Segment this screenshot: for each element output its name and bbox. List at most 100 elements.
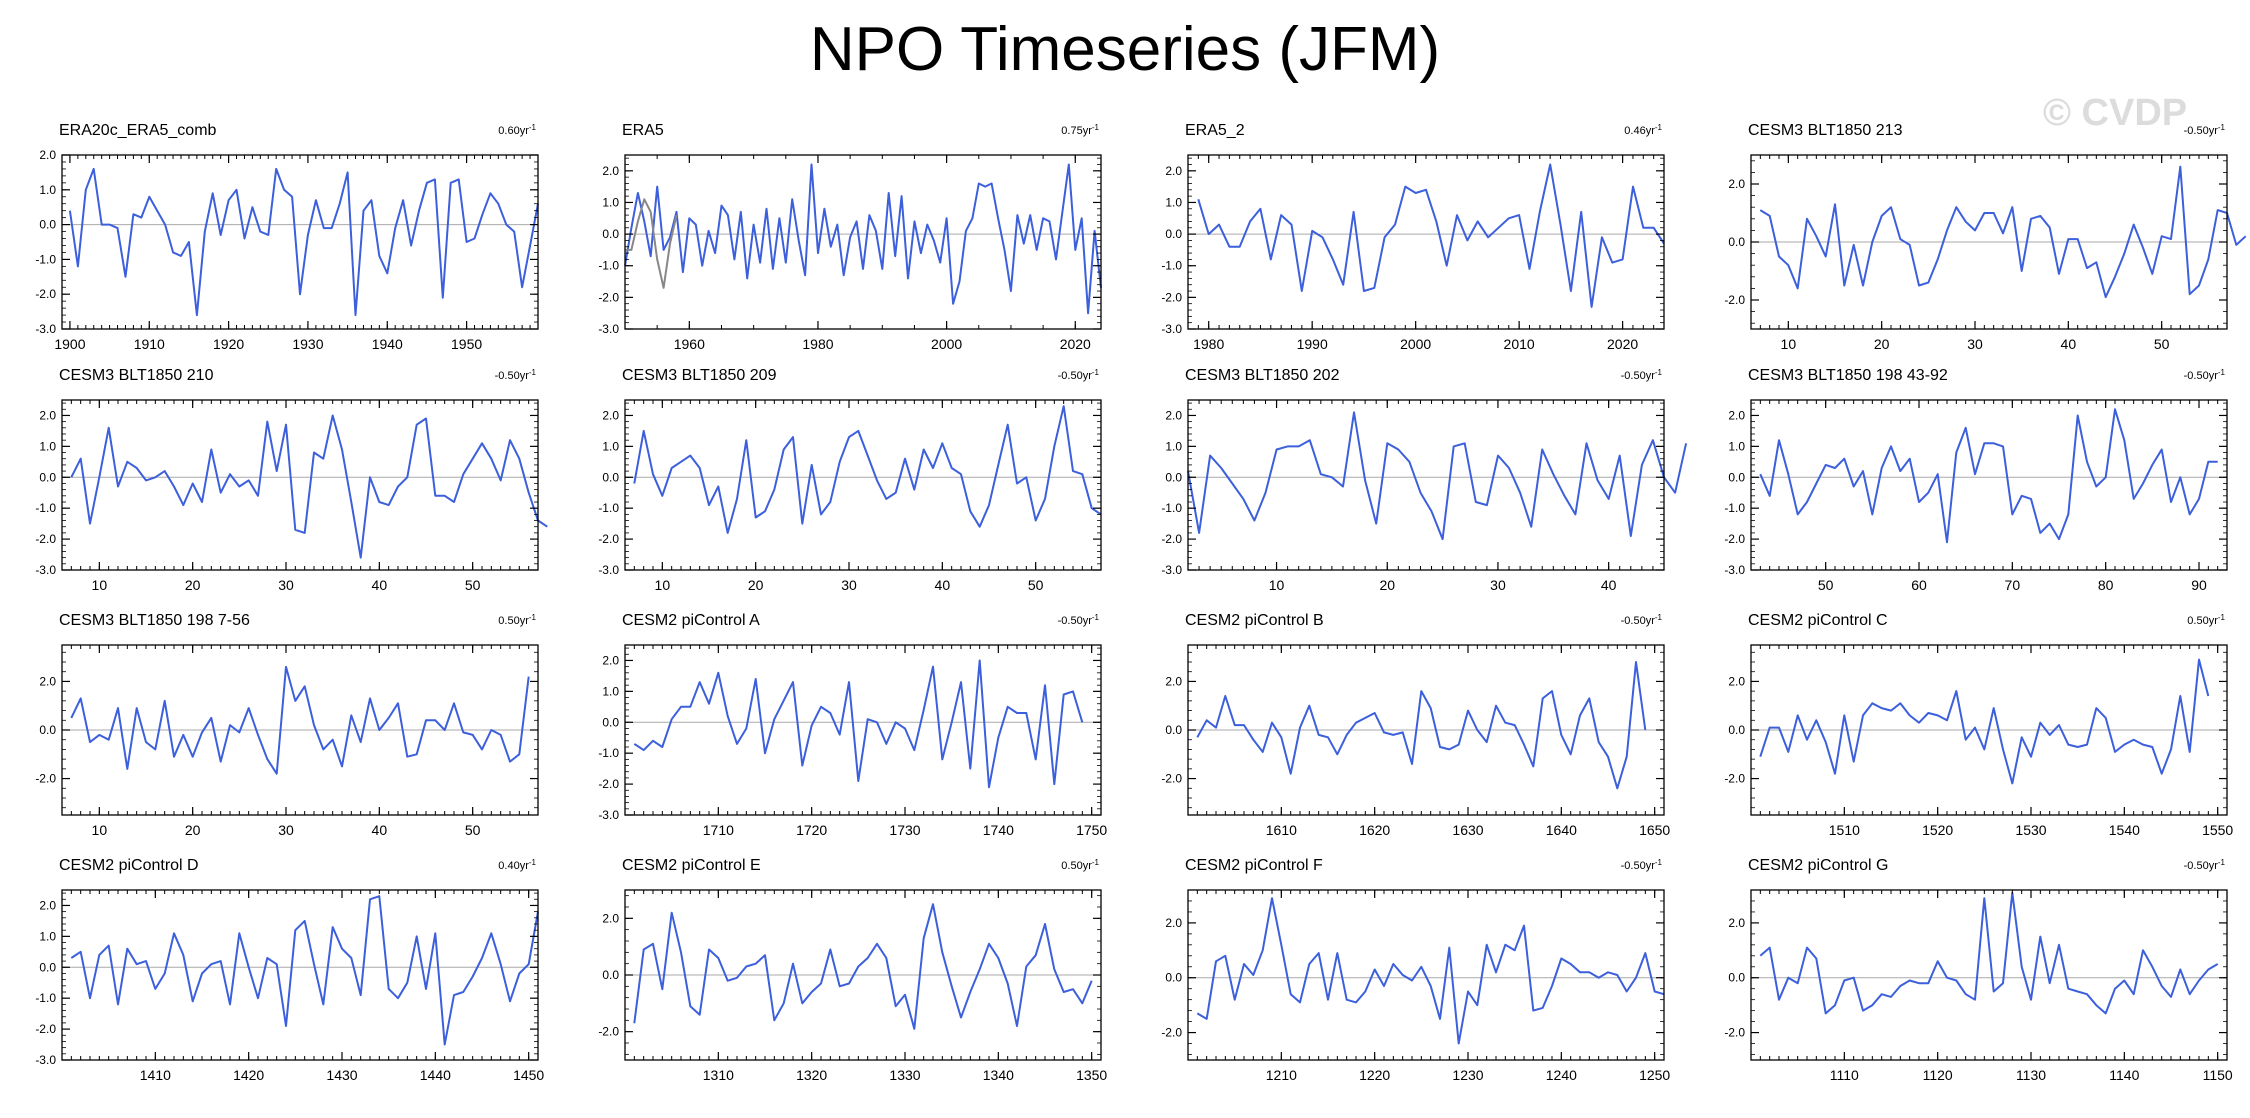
series-line bbox=[1196, 661, 1647, 790]
plot-frame bbox=[61, 399, 539, 571]
y-tick-label: 1.0 bbox=[602, 439, 619, 453]
panel-trend-label: 0.46yr-1 bbox=[1624, 123, 1662, 138]
series-line bbox=[624, 163, 1102, 315]
x-tick-label: 1940 bbox=[372, 336, 403, 352]
x-tick-label: 2020 bbox=[1060, 336, 1091, 352]
y-tick-label: 1.0 bbox=[1728, 439, 1745, 453]
x-tick-label: 2000 bbox=[931, 336, 962, 352]
x-tick-label: 1440 bbox=[420, 1067, 451, 1083]
x-tick-label: 50 bbox=[465, 577, 481, 593]
plot-frame bbox=[624, 154, 1102, 330]
panel-title: CESM2 piControl G bbox=[1748, 857, 1889, 874]
series-line bbox=[633, 405, 1102, 534]
x-tick-label: 1730 bbox=[889, 822, 920, 838]
x-tick-label: 10 bbox=[1781, 336, 1797, 352]
chart-panel-12: CESM2 piControl C 0.50yr-1 1510 1520 1530 154… bbox=[1724, 612, 2233, 838]
y-tick-label: -2.0 bbox=[1724, 772, 1745, 786]
y-tick-label: 1.0 bbox=[1165, 195, 1182, 209]
x-tick-label: 1990 bbox=[1297, 336, 1328, 352]
panel-trend-label: 0.75yr-1 bbox=[1061, 123, 1099, 138]
x-tick-label: 1920 bbox=[213, 336, 244, 352]
x-tick-label: 1350 bbox=[1076, 1067, 1107, 1083]
x-tick-label: 90 bbox=[2191, 577, 2207, 593]
y-tick-label: -2.0 bbox=[35, 772, 56, 786]
y-tick-label: 2.0 bbox=[602, 408, 619, 422]
panel-trend-label: -0.50yr-1 bbox=[1058, 368, 1100, 383]
x-tick-label: 1450 bbox=[513, 1067, 544, 1083]
x-tick-label: 1540 bbox=[2109, 822, 2140, 838]
y-tick-label: -2.0 bbox=[598, 290, 619, 304]
reference-series-line bbox=[625, 198, 678, 289]
x-tick-label: 30 bbox=[278, 822, 294, 838]
x-tick-label: 1250 bbox=[1639, 1067, 1670, 1083]
y-tick-label: 0.0 bbox=[1728, 971, 1745, 985]
y-tick-label: -2.0 bbox=[1161, 772, 1182, 786]
y-tick-label: -1.0 bbox=[35, 991, 56, 1005]
x-tick-label: 1140 bbox=[2109, 1067, 2139, 1083]
x-tick-label: 1630 bbox=[1452, 822, 1483, 838]
series-line bbox=[633, 903, 1093, 1030]
x-tick-label: 1610 bbox=[1266, 822, 1297, 838]
panel-title: CESM3 BLT1850 198 43-92 bbox=[1748, 367, 1948, 384]
x-tick-label: 1550 bbox=[2202, 822, 2233, 838]
x-tick-label: 1960 bbox=[674, 336, 705, 352]
x-tick-label: 1930 bbox=[292, 336, 323, 352]
panel-trend-label: -0.50yr-1 bbox=[1058, 613, 1100, 628]
y-tick-label: 2.0 bbox=[39, 674, 56, 688]
plot-frame bbox=[624, 644, 1102, 816]
x-tick-label: 1330 bbox=[889, 1067, 920, 1083]
x-tick-label: 1530 bbox=[2015, 822, 2046, 838]
series-line bbox=[1759, 658, 2210, 785]
x-tick-label: 1980 bbox=[802, 336, 833, 352]
x-tick-label: 2010 bbox=[1504, 336, 1535, 352]
y-tick-label: 0.0 bbox=[1165, 971, 1182, 985]
x-tick-label: 50 bbox=[465, 822, 481, 838]
y-tick-label: -2.0 bbox=[1724, 293, 1745, 307]
y-tick-label: -3.0 bbox=[1161, 563, 1182, 577]
x-tick-label: 80 bbox=[2098, 577, 2114, 593]
chart-panel-3: ERA5_2 0.46yr-1 1980 1990 2000 2010 2020 -3.0 -2… bbox=[1161, 122, 1665, 352]
y-tick-label: -3.0 bbox=[35, 563, 56, 577]
x-tick-label: 50 bbox=[1028, 577, 1044, 593]
y-tick-label: -1.0 bbox=[598, 501, 619, 515]
plot-frame bbox=[1750, 889, 2228, 1061]
x-tick-label: 60 bbox=[1911, 577, 1927, 593]
y-tick-label: 1.0 bbox=[39, 439, 56, 453]
x-tick-label: 20 bbox=[1874, 336, 1890, 352]
x-tick-label: 20 bbox=[185, 822, 201, 838]
y-tick-label: -2.0 bbox=[35, 1022, 56, 1036]
series-line bbox=[1759, 165, 2247, 299]
y-tick-label: 0.0 bbox=[39, 723, 56, 737]
panel-title: CESM3 BLT1850 209 bbox=[622, 367, 777, 384]
y-tick-label: -3.0 bbox=[598, 808, 619, 822]
x-tick-label: 1650 bbox=[1639, 822, 1670, 838]
x-tick-label: 10 bbox=[655, 577, 671, 593]
x-tick-label: 30 bbox=[1490, 577, 1506, 593]
y-tick-label: 1.0 bbox=[602, 684, 619, 698]
y-tick-label: -1.0 bbox=[35, 252, 56, 266]
y-tick-label: 2.0 bbox=[39, 408, 56, 422]
series-line bbox=[70, 895, 539, 1046]
y-tick-label: -1.0 bbox=[35, 501, 56, 515]
plot-frame bbox=[1187, 889, 1665, 1061]
panel-trend-label: 0.50yr-1 bbox=[2187, 613, 2225, 628]
x-tick-label: 50 bbox=[2154, 336, 2170, 352]
y-tick-label: 0.0 bbox=[602, 227, 619, 241]
x-tick-label: 1210 bbox=[1266, 1067, 1297, 1083]
x-tick-label: 20 bbox=[748, 577, 764, 593]
y-tick-label: 2.0 bbox=[1728, 674, 1745, 688]
y-tick-label: -2.0 bbox=[598, 777, 619, 791]
panel-trend-label: -0.50yr-1 bbox=[2184, 858, 2226, 873]
y-tick-label: 1.0 bbox=[39, 929, 56, 943]
x-tick-label: 1410 bbox=[140, 1067, 171, 1083]
x-tick-label: 1240 bbox=[1546, 1067, 1577, 1083]
chart-panel-8: CESM3 BLT1850 198 43-92 -0.50yr-1 50 60 70 80… bbox=[1724, 367, 2228, 593]
y-tick-label: 2.0 bbox=[1728, 408, 1745, 422]
y-tick-label: 1.0 bbox=[39, 183, 56, 197]
x-tick-label: 1320 bbox=[796, 1067, 827, 1083]
panel-trend-label: 0.50yr-1 bbox=[1061, 858, 1099, 873]
y-tick-label: -1.0 bbox=[598, 259, 619, 273]
x-tick-label: 20 bbox=[185, 577, 201, 593]
chart-panel-14: CESM2 piControl E 0.50yr-1 1310 1320 1330 134… bbox=[598, 857, 1107, 1083]
